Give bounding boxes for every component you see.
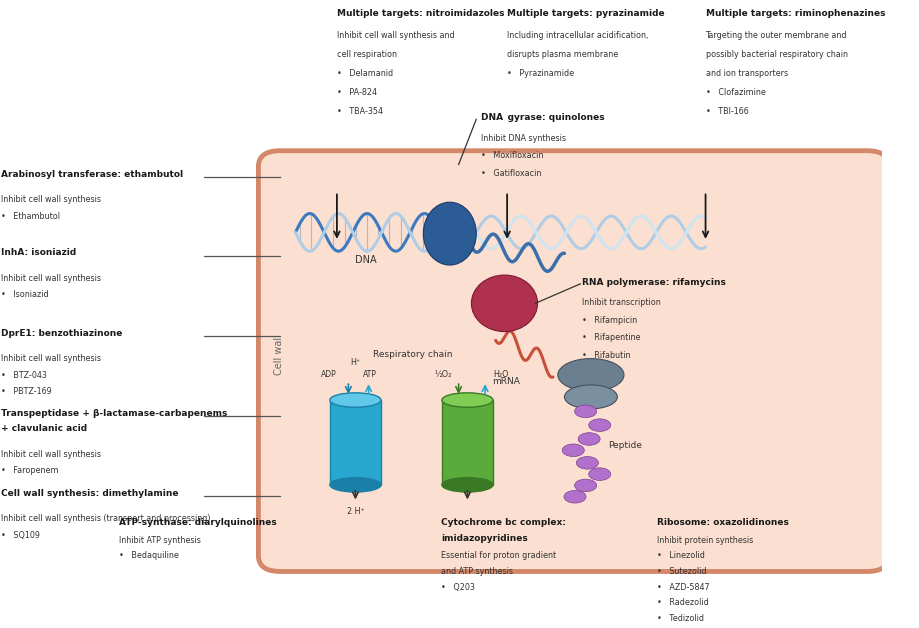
Text: •   Delamanid: • Delamanid	[337, 69, 393, 78]
Text: Respiratory chain: Respiratory chain	[373, 350, 452, 359]
Ellipse shape	[578, 433, 600, 445]
Text: Inhibit cell wall synthesis and: Inhibit cell wall synthesis and	[337, 31, 455, 40]
Ellipse shape	[589, 468, 611, 480]
Text: imidazopyridines: imidazopyridines	[441, 534, 528, 543]
Text: •   Rifabutin: • Rifabutin	[582, 351, 630, 360]
Text: ATP-synthase: diarylquinolines: ATP-synthase: diarylquinolines	[119, 518, 277, 527]
Text: Arabinosyl transferase: ethambutol: Arabinosyl transferase: ethambutol	[1, 170, 183, 179]
Text: •   Ethambutol: • Ethambutol	[1, 212, 60, 220]
Text: Multiple targets: pyrazinamide: Multiple targets: pyrazinamide	[507, 9, 664, 18]
Text: Cell wall synthesis: dimethylamine: Cell wall synthesis: dimethylamine	[1, 489, 178, 498]
Ellipse shape	[442, 393, 493, 408]
Text: and ATP synthesis: and ATP synthesis	[441, 567, 513, 576]
Text: mRNA: mRNA	[493, 377, 520, 386]
Ellipse shape	[558, 359, 624, 391]
Text: •   Gatifloxacin: • Gatifloxacin	[481, 169, 541, 178]
Text: Inhibit transcription: Inhibit transcription	[582, 298, 661, 307]
Text: DNA: DNA	[356, 255, 377, 265]
Text: Inhibit cell wall synthesis: Inhibit cell wall synthesis	[1, 195, 101, 204]
Text: Cytochrome bc complex:: Cytochrome bc complex:	[441, 518, 566, 527]
Text: Including intracellular acidification,: Including intracellular acidification,	[507, 31, 649, 40]
Text: DprE1: benzothiazinone: DprE1: benzothiazinone	[1, 329, 122, 338]
Text: •   TBA-354: • TBA-354	[337, 107, 383, 116]
Text: cell respiration: cell respiration	[337, 50, 397, 59]
Text: •   TBI-166: • TBI-166	[706, 107, 748, 116]
Text: •   Tedizolid: • Tedizolid	[657, 614, 704, 623]
Ellipse shape	[471, 275, 538, 332]
Ellipse shape	[574, 405, 596, 418]
Text: •   Bedaquiline: • Bedaquiline	[119, 551, 179, 560]
Text: H⁺: H⁺	[350, 359, 360, 367]
Text: •   Rifapentine: • Rifapentine	[582, 333, 641, 342]
Text: disrupts plasma membrane: disrupts plasma membrane	[507, 50, 618, 59]
Text: InhA: isoniazid: InhA: isoniazid	[1, 249, 76, 257]
Text: •   AZD-5847: • AZD-5847	[657, 583, 709, 592]
Text: DNA gyrase: quinolones: DNA gyrase: quinolones	[481, 113, 605, 122]
Text: Essential for proton gradient: Essential for proton gradient	[441, 551, 556, 560]
Ellipse shape	[330, 477, 381, 492]
Ellipse shape	[424, 202, 476, 265]
Text: possibly bacterial respiratory chain: possibly bacterial respiratory chain	[706, 50, 847, 59]
Text: Inhibit cell wall synthesis: Inhibit cell wall synthesis	[1, 274, 101, 283]
Text: Ribosome: oxazolidinones: Ribosome: oxazolidinones	[657, 518, 789, 527]
Text: •   Clofazimine: • Clofazimine	[706, 88, 766, 97]
Text: Inhibit ATP synthesis: Inhibit ATP synthesis	[119, 536, 201, 544]
FancyBboxPatch shape	[258, 151, 889, 571]
Text: RNA polymerase: rifamycins: RNA polymerase: rifamycins	[582, 278, 726, 286]
Text: Transpeptidase + β-lactamase-carbapenems: Transpeptidase + β-lactamase-carbapenems	[1, 409, 227, 418]
Text: and ion transporters: and ion transporters	[706, 69, 788, 78]
Text: •   Pyrazinamide: • Pyrazinamide	[507, 69, 574, 78]
Text: •   Linezolid: • Linezolid	[657, 551, 705, 560]
Text: •   Moxifloxacin: • Moxifloxacin	[481, 151, 543, 160]
Text: ADP: ADP	[321, 371, 337, 379]
Text: ATP: ATP	[363, 371, 377, 379]
Text: + clavulanic acid: + clavulanic acid	[1, 425, 87, 433]
Text: Inhibit protein synthesis: Inhibit protein synthesis	[657, 536, 754, 544]
Ellipse shape	[564, 490, 586, 503]
Text: •   Q203: • Q203	[441, 583, 475, 592]
Polygon shape	[330, 400, 381, 485]
Text: •   Faropenem: • Faropenem	[1, 466, 59, 475]
Text: •   PA-824: • PA-824	[337, 88, 377, 97]
Text: Cell wall: Cell wall	[274, 334, 284, 376]
Text: •   Radezolid: • Radezolid	[657, 598, 709, 607]
Ellipse shape	[576, 457, 598, 469]
Polygon shape	[442, 400, 493, 485]
Text: Multiple targets: riminophenazines: Multiple targets: riminophenazines	[706, 9, 885, 18]
Ellipse shape	[330, 393, 381, 408]
Text: •   Isoniazid: • Isoniazid	[1, 290, 49, 299]
Text: Inhibit DNA synthesis: Inhibit DNA synthesis	[481, 134, 566, 143]
Text: •   BTZ-043: • BTZ-043	[1, 371, 47, 379]
Text: Multiple targets: nitroimidazoles: Multiple targets: nitroimidazoles	[337, 9, 505, 18]
Text: ½O₂: ½O₂	[434, 371, 451, 379]
Text: H₂O: H₂O	[494, 371, 509, 379]
Ellipse shape	[564, 385, 618, 409]
Text: 2 H⁺: 2 H⁺	[346, 507, 364, 516]
Text: •   Rifampicin: • Rifampicin	[582, 316, 637, 325]
Text: Inhibit cell wall synthesis: Inhibit cell wall synthesis	[1, 450, 101, 458]
Text: Targeting the outer membrane and: Targeting the outer membrane and	[706, 31, 847, 40]
Ellipse shape	[562, 444, 584, 457]
Ellipse shape	[442, 477, 493, 492]
Ellipse shape	[574, 479, 596, 492]
Text: •   SQ109: • SQ109	[1, 531, 40, 539]
Ellipse shape	[589, 419, 611, 431]
Text: Inhibit cell wall synthesis (transport and processing): Inhibit cell wall synthesis (transport a…	[1, 514, 210, 523]
Text: Peptide: Peptide	[608, 441, 642, 450]
Text: •   PBTZ-169: • PBTZ-169	[1, 387, 51, 396]
Text: Inhibit cell wall synthesis: Inhibit cell wall synthesis	[1, 354, 101, 363]
Text: •   Sutezolid: • Sutezolid	[657, 567, 707, 576]
